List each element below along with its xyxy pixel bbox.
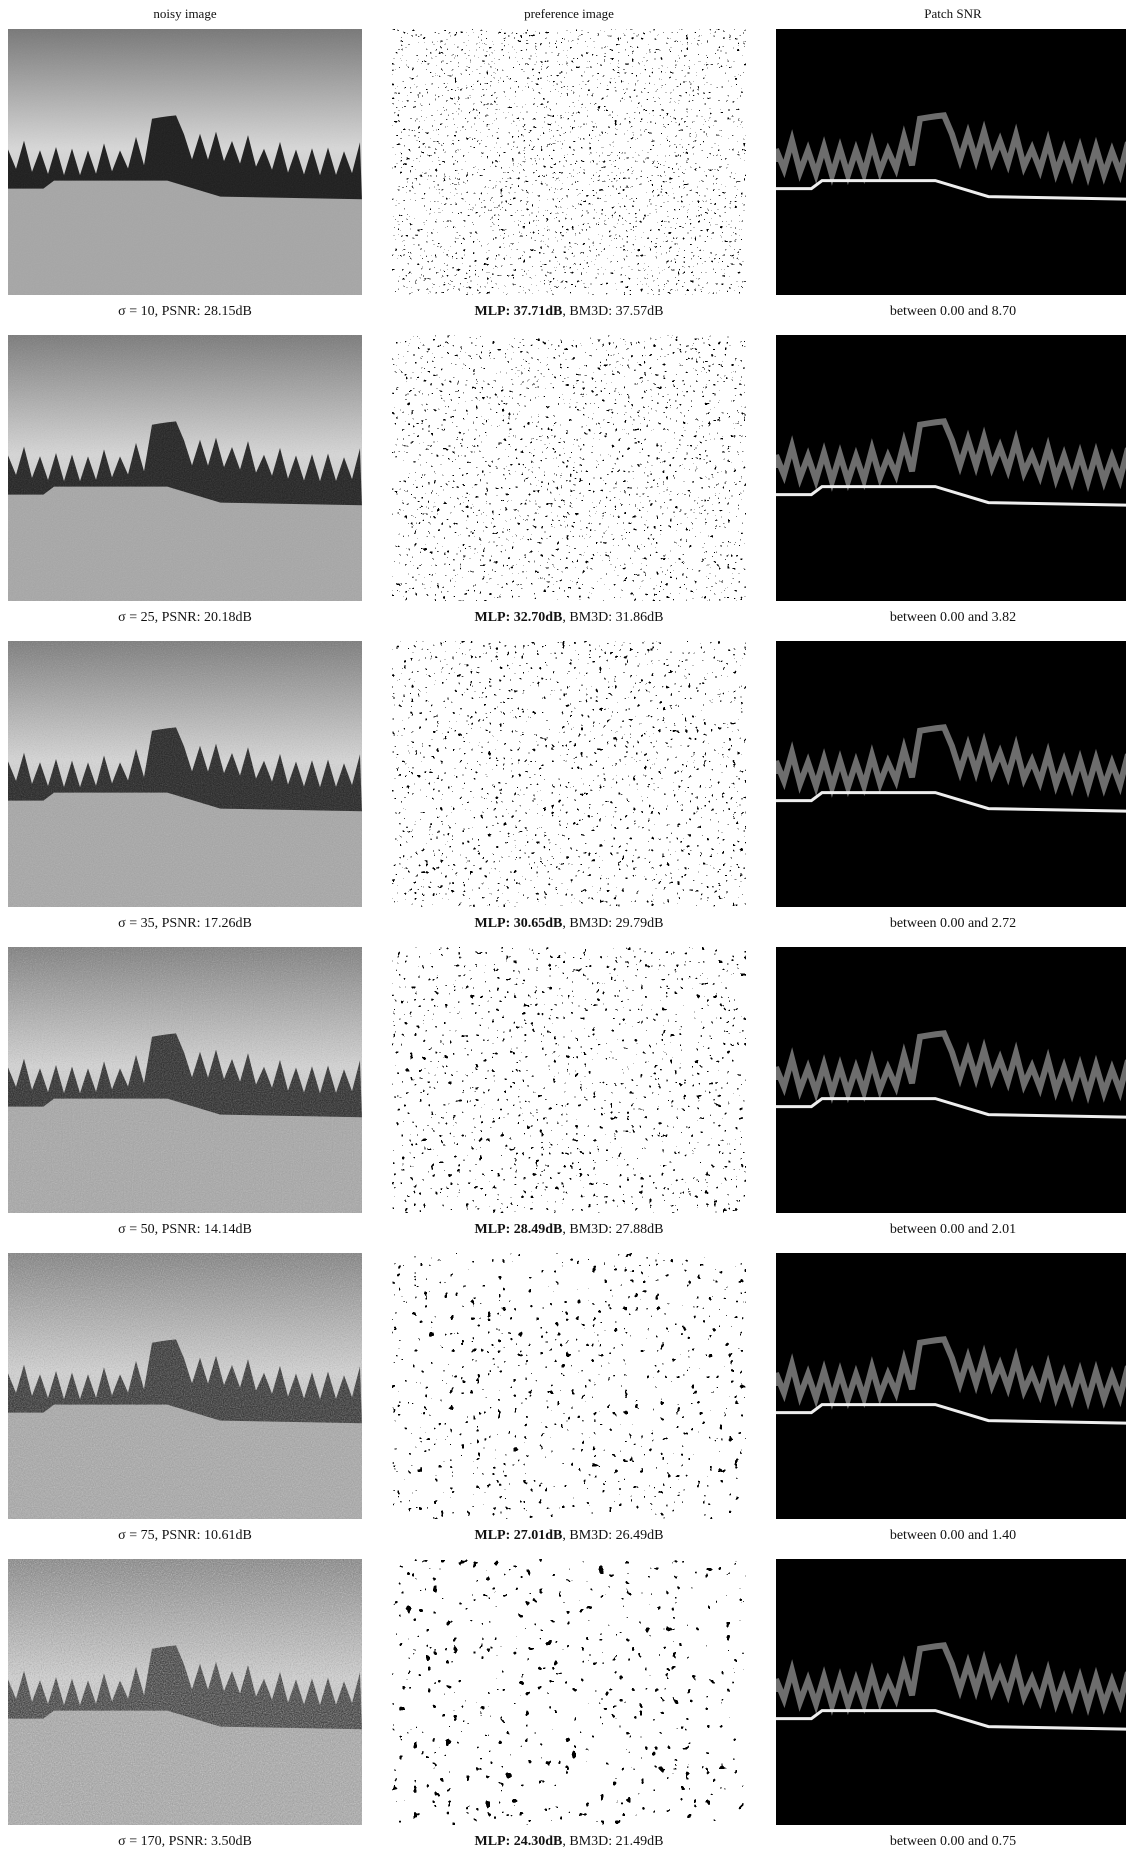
snr-image — [776, 641, 1126, 907]
noisy-caption: σ = 10, PSNR: 28.15dB — [118, 304, 252, 319]
score-caption: MLP: 32.70dB, BM3D: 31.86dB — [392, 610, 746, 626]
preference-image — [392, 1253, 746, 1519]
noisy-image — [8, 1559, 362, 1825]
score-caption: MLP: 28.49dB, BM3D: 27.88dB — [392, 1222, 746, 1238]
noisy-image — [8, 947, 362, 1213]
noisy-caption: σ = 35, PSNR: 17.26dB — [118, 916, 252, 931]
bm3d-score: , BM3D: 37.57dB — [562, 304, 664, 319]
preference-image — [392, 947, 746, 1213]
mlp-score: MLP: 32.70dB — [474, 610, 563, 625]
snr-image — [776, 947, 1126, 1213]
column-header: noisy image — [153, 6, 217, 21]
bm3d-score: , BM3D: 27.88dB — [562, 1222, 664, 1237]
snr-caption: between 0.00 and 2.72 — [889, 916, 1017, 931]
column-header: Patch SNR — [924, 6, 982, 21]
noisy-caption: σ = 50, PSNR: 14.14dB — [118, 1222, 252, 1237]
bm3d-score: , BM3D: 31.86dB — [562, 610, 664, 625]
preference-image — [392, 641, 746, 907]
snr-caption: between 0.00 and 2.01 — [889, 1222, 1017, 1237]
snr-image — [776, 335, 1126, 601]
mlp-score: MLP: 28.49dB — [474, 1222, 563, 1237]
snr-caption: between 0.00 and 3.82 — [889, 610, 1017, 625]
snr-caption: between 0.00 and 1.40 — [889, 1528, 1017, 1543]
bm3d-score: , BM3D: 26.49dB — [562, 1528, 664, 1543]
score-caption: MLP: 30.65dB, BM3D: 29.79dB — [392, 916, 746, 932]
snr-image — [776, 29, 1126, 295]
snr-image — [776, 1253, 1126, 1519]
column-header: preference image — [524, 6, 614, 21]
noisy-image — [8, 641, 362, 907]
score-caption: MLP: 37.71dB, BM3D: 37.57dB — [392, 304, 746, 320]
noisy-caption: σ = 170, PSNR: 3.50dB — [118, 1834, 252, 1849]
noisy-image — [8, 1253, 362, 1519]
mlp-score: MLP: 24.30dB — [474, 1834, 563, 1849]
bm3d-score: , BM3D: 21.49dB — [562, 1834, 664, 1849]
noisy-caption: σ = 25, PSNR: 20.18dB — [118, 610, 252, 625]
preference-image — [392, 1559, 746, 1825]
mlp-score: MLP: 37.71dB — [474, 304, 563, 319]
noisy-image — [8, 335, 362, 601]
snr-caption: between 0.00 and 8.70 — [889, 304, 1017, 319]
snr-caption: between 0.00 and 0.75 — [889, 1834, 1017, 1849]
score-caption: MLP: 27.01dB, BM3D: 26.49dB — [392, 1528, 746, 1544]
preference-image — [392, 29, 746, 295]
preference-image — [392, 335, 746, 601]
mlp-score: MLP: 27.01dB — [474, 1528, 563, 1543]
score-caption: MLP: 24.30dB, BM3D: 21.49dB — [392, 1834, 746, 1850]
mlp-score: MLP: 30.65dB — [474, 916, 563, 931]
bm3d-score: , BM3D: 29.79dB — [562, 916, 664, 931]
noisy-image — [8, 29, 362, 295]
noisy-caption: σ = 75, PSNR: 10.61dB — [118, 1528, 252, 1543]
snr-image — [776, 1559, 1126, 1825]
